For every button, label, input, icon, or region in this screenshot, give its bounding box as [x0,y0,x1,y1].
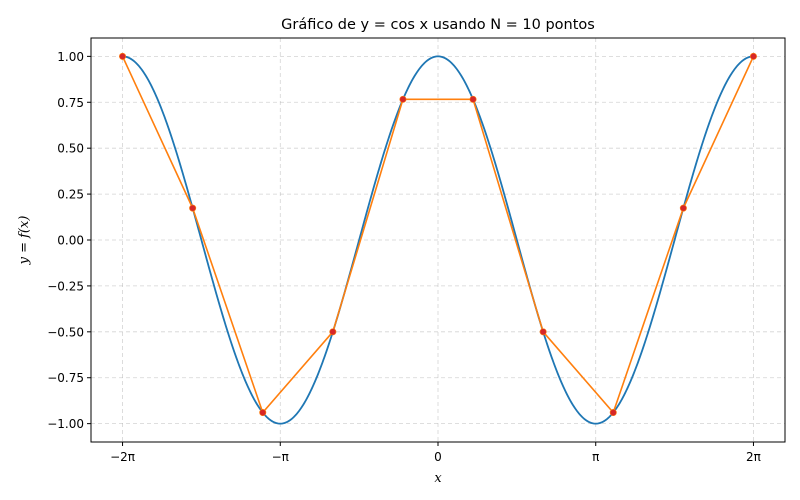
sample-point [679,204,687,212]
y-tick-label: −0.75 [47,371,84,385]
axis-ticks: −2π −π 0 π 2π 1.00 0.75 0.50 0.25 0.00 −0.25 −0.50 −… [47,50,761,464]
sample-point [609,409,617,417]
y-tick-label: 0.25 [57,188,84,202]
x-tick-label: 2π [746,450,761,464]
chart-title: Gráfico de y = cos x usando N = 10 ponto… [281,17,595,33]
sample-point [399,95,407,103]
sample-point [469,95,477,103]
sample-point [189,204,197,212]
y-tick-label: 1.00 [57,50,84,64]
sample-point [539,328,547,336]
sample-point [329,328,337,336]
y-tick-label: 0.50 [57,142,84,156]
plot-area [119,52,757,425]
y-axis-label: y = f(x) [17,216,32,266]
sample-point [749,52,757,60]
x-tick-label: π [592,450,599,464]
x-tick-label: −2π [110,450,135,464]
x-tick-label: −π [272,450,289,464]
y-tick-label: −0.50 [47,325,84,339]
y-tick-label: −0.25 [47,279,84,293]
y-tick-label: −1.00 [47,417,84,431]
sample-point [259,409,267,417]
interpolation-line [121,56,755,415]
x-axis-label: x [434,471,442,486]
cos-curve [122,55,754,425]
x-tick-label: 0 [434,450,442,464]
sample-point [119,52,127,60]
y-tick-label: 0.00 [57,234,84,248]
y-tick-label: 0.75 [57,96,84,110]
